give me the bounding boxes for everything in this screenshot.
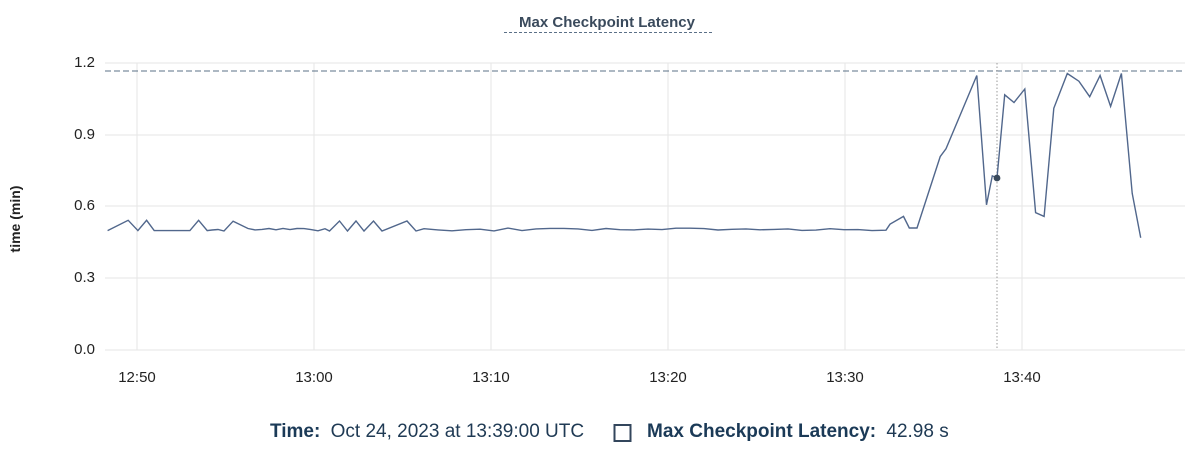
svg-text:13:20: 13:20 <box>649 369 687 386</box>
svg-text:13:30: 13:30 <box>826 369 864 386</box>
svg-text:13:00: 13:00 <box>295 369 333 386</box>
svg-text:13:10: 13:10 <box>472 369 510 386</box>
svg-text:1.2: 1.2 <box>74 54 95 71</box>
svg-text:0.3: 0.3 <box>74 269 95 286</box>
svg-text:12:50: 12:50 <box>118 369 156 386</box>
svg-text:0.0: 0.0 <box>74 341 95 358</box>
svg-text:0.9: 0.9 <box>74 126 95 143</box>
svg-text:time (min): time (min) <box>7 186 23 253</box>
svg-text:0.6: 0.6 <box>74 197 95 214</box>
svg-text:13:40: 13:40 <box>1003 369 1041 386</box>
